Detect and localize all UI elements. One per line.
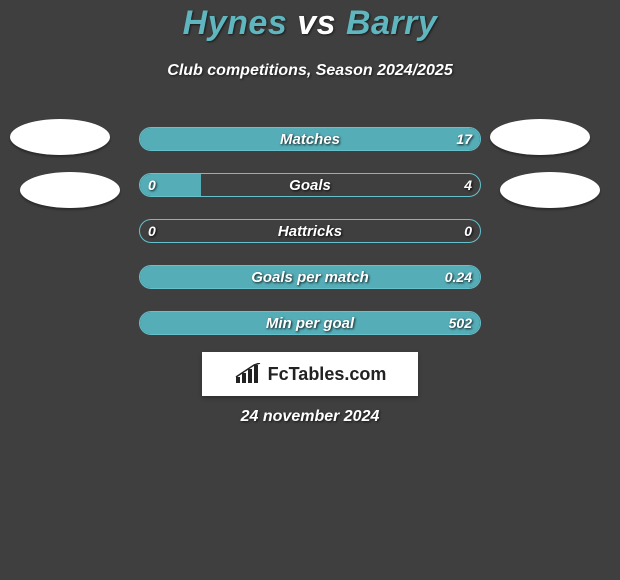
row-hattricks-val-right: 0 (464, 220, 472, 242)
date-text: 24 november 2024 (0, 408, 620, 426)
comparison-chart: Hynes vs Barry Club competitions, Season… (0, 0, 620, 580)
row-mpg-val-right: 502 (449, 312, 472, 334)
fctables-badge: FcTables.com (202, 352, 418, 396)
title: Hynes vs Barry (0, 4, 620, 43)
avatar-left-2 (20, 172, 120, 208)
row-matches: Matches 17 (139, 127, 481, 151)
row-matches-label: Matches (140, 128, 480, 150)
avatar-right-2 (500, 172, 600, 208)
row-mpg: Min per goal 502 (139, 311, 481, 335)
title-player1: Hynes (183, 4, 288, 42)
row-mpg-label: Min per goal (140, 312, 480, 334)
subtitle: Club competitions, Season 2024/2025 (0, 62, 620, 80)
row-gpm-val-right: 0.24 (445, 266, 472, 288)
row-goals: 0 Goals 4 (139, 173, 481, 197)
row-hattricks-label: Hattricks (140, 220, 480, 242)
fctables-badge-inner: FcTables.com (234, 363, 387, 385)
row-gpm: Goals per match 0.24 (139, 265, 481, 289)
row-gpm-label: Goals per match (140, 266, 480, 288)
title-vs: vs (297, 4, 336, 42)
row-hattricks: 0 Hattricks 0 (139, 219, 481, 243)
row-matches-val-right: 17 (456, 128, 472, 150)
chart-icon (234, 363, 262, 385)
title-player2: Barry (346, 4, 437, 42)
avatar-right-1 (490, 119, 590, 155)
fctables-badge-text: FcTables.com (268, 364, 387, 385)
row-goals-label: Goals (140, 174, 480, 196)
row-goals-val-right: 4 (464, 174, 472, 196)
avatar-left-1 (10, 119, 110, 155)
